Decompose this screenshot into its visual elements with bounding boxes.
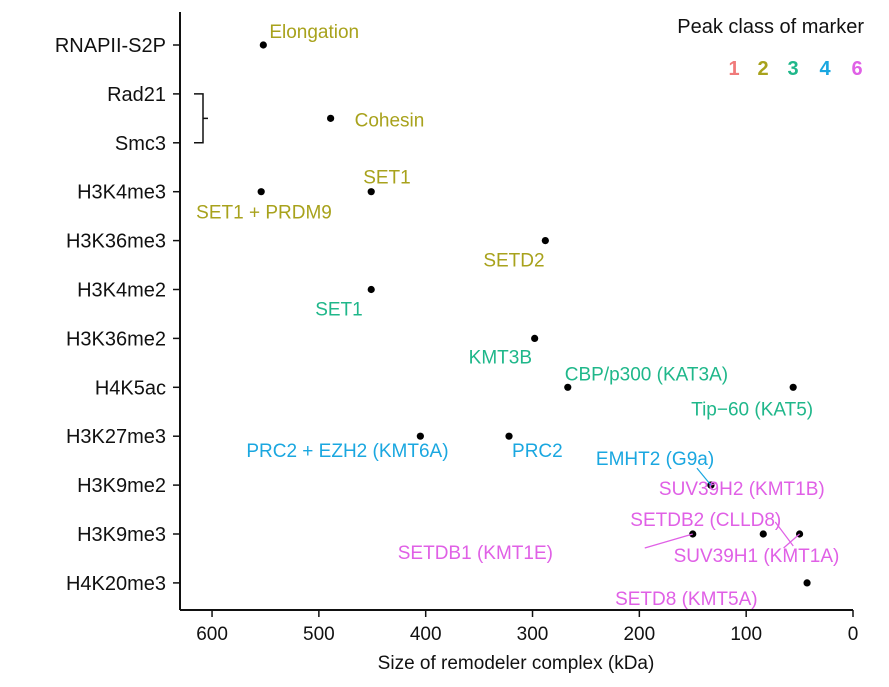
point-label: PRC2 + EZH2 (KMT6A) — [246, 441, 448, 462]
x-tick-label: 400 — [410, 624, 442, 645]
axes — [179, 12, 853, 611]
data-point — [689, 530, 697, 538]
y-tick-label: Smc3 — [115, 133, 166, 155]
point-label: PRC2 — [512, 441, 563, 462]
data-point — [541, 237, 549, 245]
point-label: EMHT2 (G9a) — [596, 449, 714, 470]
point-label: SET1 — [363, 168, 411, 189]
legend-entry: 1 — [728, 58, 739, 80]
point-label: SETDB2 (CLLD8) — [630, 510, 781, 531]
x-tick-label: 300 — [517, 624, 549, 645]
leader-line — [644, 533, 693, 549]
x-axis-label: Size of remodeler complex (kDa) — [378, 653, 655, 674]
y-tick-label: H3K4me2 — [77, 280, 166, 302]
x-tick-label: 0 — [848, 624, 859, 645]
data-point — [259, 41, 267, 49]
x-tick-label: 200 — [623, 624, 655, 645]
annotations — [194, 93, 208, 144]
data-point — [367, 188, 375, 196]
point-label: SETD2 — [483, 251, 544, 272]
point-label: Elongation — [269, 22, 359, 43]
y-axis-labels: RNAPII-S2P Rad21 Smc3 H3K4me3 H3K36me3 H3K4me… — [55, 35, 180, 595]
x-tick-label: 500 — [303, 624, 335, 645]
point-label: SET1 + PRDM9 — [196, 203, 332, 224]
point-label: SUV39H1 (KMT1A) — [674, 546, 840, 567]
data-point — [531, 334, 539, 342]
legend-entry: 2 — [757, 58, 768, 80]
data-points: Elongation Cohesin SET1 + PRDM9 SET1 SETD2 SE… — [196, 22, 839, 610]
point-label: CBP/p300 (KAT3A) — [565, 364, 728, 385]
data-point — [327, 114, 335, 122]
data-point — [505, 432, 513, 440]
data-point — [789, 383, 797, 391]
legend-entry: 4 — [819, 58, 831, 80]
point-label: SET1 — [315, 300, 363, 321]
data-point — [564, 383, 572, 391]
point-label: SUV39H2 (KMT1B) — [659, 479, 825, 500]
y-tick-label: H3K9me2 — [77, 475, 166, 497]
x-tick-label: 100 — [730, 624, 762, 645]
y-tick-label: H3K36me3 — [66, 231, 166, 253]
leader-line — [710, 482, 718, 486]
y-tick-label: H3K9me3 — [77, 524, 166, 546]
y-tick-label: H3K27me3 — [66, 426, 166, 448]
point-label: Tip−60 (KAT5) — [691, 399, 813, 420]
y-tick-label: H3K36me2 — [66, 328, 166, 350]
point-label: Cohesin — [355, 110, 425, 131]
y-tick-label: H4K5ac — [95, 377, 166, 399]
leader-line — [696, 467, 712, 486]
leader-line — [783, 533, 800, 549]
legend: Peak class of marker 1 2 3 4 6 — [677, 16, 864, 80]
y-tick-label: H4K20me3 — [66, 573, 166, 595]
x-tick-label: 600 — [196, 624, 228, 645]
y-tick-label: RNAPII-S2P — [55, 35, 166, 57]
group-bracket — [194, 93, 208, 144]
point-label: SETDB1 (KMT1E) — [398, 543, 553, 564]
legend-title: Peak class of marker — [677, 16, 864, 38]
data-point — [759, 530, 767, 538]
y-tick-label: H3K4me3 — [77, 182, 166, 204]
legend-entry: 6 — [851, 58, 862, 80]
data-point — [803, 579, 811, 587]
point-label: KMT3B — [469, 347, 532, 368]
y-tick-label: Rad21 — [107, 84, 166, 106]
data-point — [367, 285, 375, 294]
data-point — [257, 188, 265, 196]
point-label: SETD8 (KMT5A) — [615, 589, 758, 610]
legend-entry: 3 — [787, 58, 798, 80]
x-axis-ticks: 600 500 400 300 200 100 0 — [196, 610, 858, 645]
data-point — [416, 432, 424, 440]
